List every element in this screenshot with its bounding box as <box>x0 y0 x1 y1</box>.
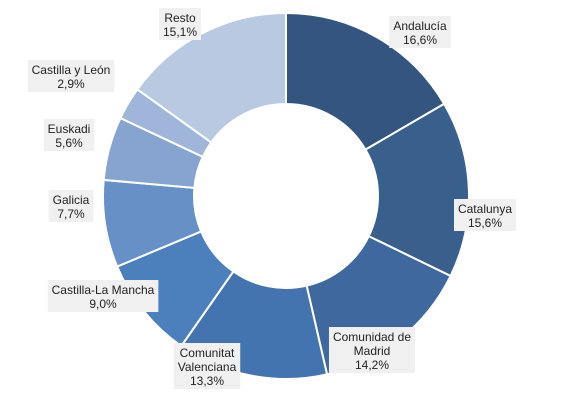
slice-value-label: 16,6% <box>403 33 437 47</box>
slice-value-label: 5,6% <box>55 136 83 150</box>
slice-name-label: Comunidad de <box>333 330 411 344</box>
slice-value-label: 13,3% <box>190 374 224 388</box>
slice-name-label: Comunitat <box>180 346 235 360</box>
slice-value-label: 2,9% <box>57 77 85 91</box>
slice-value-label: 7,7% <box>57 207 85 221</box>
slice-name-label: Euskadi <box>48 122 91 136</box>
slice-name-label: Andalucía <box>393 19 447 33</box>
slice-value-label: 14,2% <box>355 358 389 372</box>
slice-name-label: Castilla y León <box>32 63 111 77</box>
slice-resto <box>135 11 287 144</box>
slice-name-label: Catalunya <box>458 202 512 216</box>
slice-name-label: Madrid <box>354 344 391 358</box>
donut-slices <box>102 11 470 380</box>
slice-name-label: Resto <box>164 11 196 25</box>
slice-value-label: 15,1% <box>163 25 197 39</box>
slice-value-label: 15,6% <box>468 216 502 230</box>
slice-name-label: Castilla-La Mancha <box>52 283 155 297</box>
slice-value-label: 9,0% <box>89 297 117 311</box>
slice-name-label: Valenciana <box>178 360 237 374</box>
slice-name-label: Galicia <box>53 193 90 207</box>
